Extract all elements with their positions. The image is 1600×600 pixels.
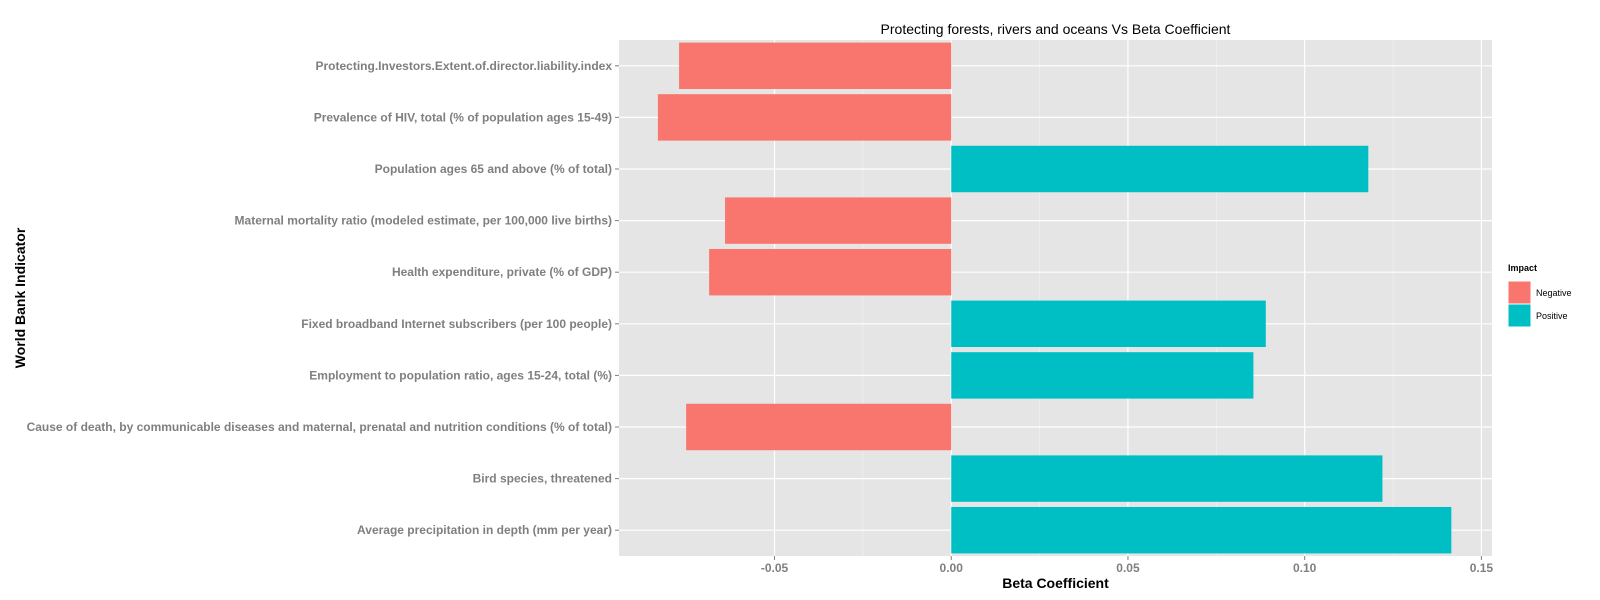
y-tick-label: Average precipitation in depth (mm per y… xyxy=(357,523,612,537)
x-axis-ticks: -0.05 0.00 0.05 0.10 0.15 xyxy=(761,556,1494,575)
bar-6 xyxy=(951,300,1266,348)
y-tick-label: Bird species, threatened xyxy=(473,472,612,486)
bar-7 xyxy=(951,352,1254,399)
legend-label-negative: Negative xyxy=(1536,288,1572,298)
x-tick-label: 0.10 xyxy=(1293,561,1317,575)
y-tick-label: Protecting.Investors.Extent.of.director.… xyxy=(315,59,612,73)
bar-10 xyxy=(951,506,1452,554)
x-tick-label: 0.00 xyxy=(940,561,964,575)
bar-9 xyxy=(951,455,1383,502)
y-tick-label: Prevalence of HIV, total (% of populatio… xyxy=(314,110,612,124)
y-tick-label: Employment to population ratio, ages 15-… xyxy=(309,368,612,382)
y-axis-title: World Bank Indicator xyxy=(12,227,28,368)
y-tick-label: Maternal mortality ratio (modeled estima… xyxy=(235,214,612,228)
chart-title: Protecting forests, rivers and oceans Vs… xyxy=(881,21,1231,37)
bar-4 xyxy=(725,197,952,244)
bar-8 xyxy=(686,403,952,451)
x-tick-label: 0.05 xyxy=(1116,561,1140,575)
legend-label-positive: Positive xyxy=(1536,311,1568,321)
bars xyxy=(657,42,1452,554)
legend-key-negative xyxy=(1507,280,1532,305)
y-tick-label: Fixed broadband Internet subscribers (pe… xyxy=(301,317,612,331)
y-tick-label: Health expenditure, private (% of GDP) xyxy=(392,265,612,279)
x-tick-label: -0.05 xyxy=(761,561,789,575)
bar-1 xyxy=(679,42,952,90)
legend-key-positive xyxy=(1507,303,1532,328)
legend-title: Impact xyxy=(1508,263,1537,273)
x-tick-label: 0.15 xyxy=(1470,561,1494,575)
x-axis-title: Beta Coefficient xyxy=(1002,575,1109,591)
bar-5 xyxy=(709,248,952,296)
y-tick-label: Population ages 65 and above (% of total… xyxy=(375,162,612,176)
bar-2 xyxy=(657,94,952,141)
y-axis-ticks: Protecting.Investors.Extent.of.director.… xyxy=(27,59,619,537)
y-tick-label: Cause of death, by communicable diseases… xyxy=(27,420,612,434)
legend: Impact Negative Positive xyxy=(1507,263,1572,328)
bar-3 xyxy=(951,145,1369,193)
